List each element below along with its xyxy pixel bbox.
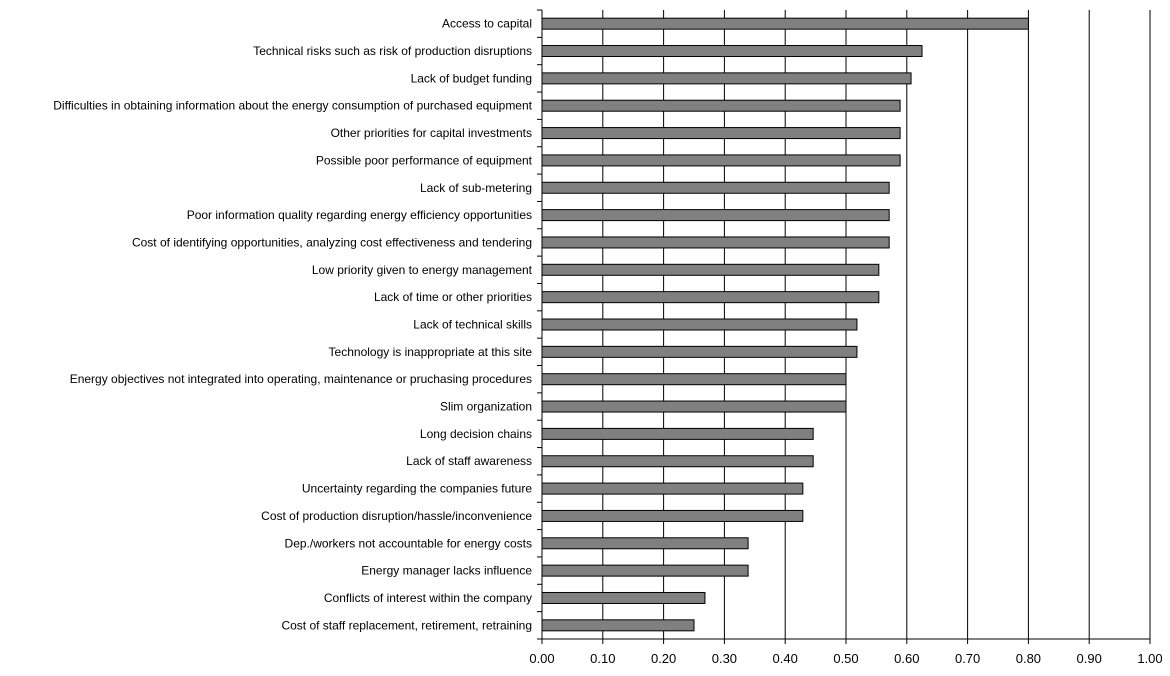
category-label: Long decision chains [420, 427, 532, 441]
category-label: Lack of staff awareness [406, 454, 532, 468]
x-tick-label: 0.40 [773, 651, 798, 666]
category-label: Possible poor performance of equipment [316, 153, 533, 167]
category-label: Conflicts of interest within the company [324, 591, 532, 605]
category-label: Cost of staff replacement, retirement, r… [281, 618, 532, 632]
bar [541, 154, 901, 167]
bar [541, 127, 901, 140]
category-label: Other priorities for capital investments [331, 126, 532, 140]
x-tick-label: 0.50 [833, 651, 858, 666]
bar [541, 318, 858, 331]
bar [541, 263, 880, 276]
category-label: Cost of identifying opportunities, analy… [132, 235, 532, 249]
bars [541, 17, 1029, 632]
x-tick-label: 0.00 [529, 651, 554, 666]
bar [541, 99, 901, 112]
bar [541, 591, 706, 604]
x-tick-label: 0.90 [1077, 651, 1102, 666]
bar [541, 209, 890, 222]
bar [541, 345, 858, 358]
category-label: Cost of production disruption/hassle/inc… [261, 509, 532, 523]
category-label: Slim organization [440, 400, 532, 414]
category-label: Lack of technical skills [413, 318, 532, 332]
bar [541, 564, 749, 577]
bar [541, 509, 804, 522]
x-tick-label: 0.70 [955, 651, 980, 666]
x-tick-label: 0.60 [894, 651, 919, 666]
bar [541, 72, 912, 85]
category-label: Uncertainty regarding the companies futu… [302, 482, 532, 496]
axes [537, 9, 1151, 644]
bar [541, 45, 923, 58]
bar [541, 455, 814, 468]
category-label: Technology is inappropriate at this site [329, 345, 533, 359]
bar [541, 482, 804, 495]
x-tick-label: 0.20 [651, 651, 676, 666]
category-label: Low priority given to energy management [312, 263, 533, 277]
x-tick-label: 0.80 [1016, 651, 1041, 666]
category-label: Lack of budget funding [411, 71, 532, 85]
tick-labels: 0.00 0.10 0.20 0.30 0.40 0.50 0.60 0.70 0.80 0.90… [529, 651, 1162, 666]
x-tick-label: 0.10 [590, 651, 615, 666]
category-label: Technical risks such as risk of producti… [253, 44, 532, 58]
category-label: Poor information quality regarding energ… [187, 208, 532, 222]
bar [541, 373, 847, 386]
category-label: Energy manager lacks influence [361, 564, 532, 578]
bar [541, 181, 890, 194]
category-label: Lack of time or other priorities [374, 290, 532, 304]
category-label: Difficulties in obtaining information ab… [53, 99, 532, 113]
x-tick-label: 1.00 [1137, 651, 1162, 666]
bar [541, 537, 749, 550]
category-label: Access to capital [442, 17, 532, 31]
bar [541, 236, 890, 249]
x-tick-label: 0.30 [712, 651, 737, 666]
bar [541, 291, 880, 304]
bar [541, 400, 847, 413]
bar [541, 619, 695, 632]
category-label: Dep./workers not accountable for energy … [285, 536, 532, 550]
bar [541, 17, 1029, 30]
category-label: Energy objectives not integrated into op… [70, 372, 532, 386]
bar [541, 427, 814, 440]
category-label: Lack of sub-metering [420, 181, 532, 195]
category-labels: Access to capital Technical risks such as… [53, 17, 532, 633]
